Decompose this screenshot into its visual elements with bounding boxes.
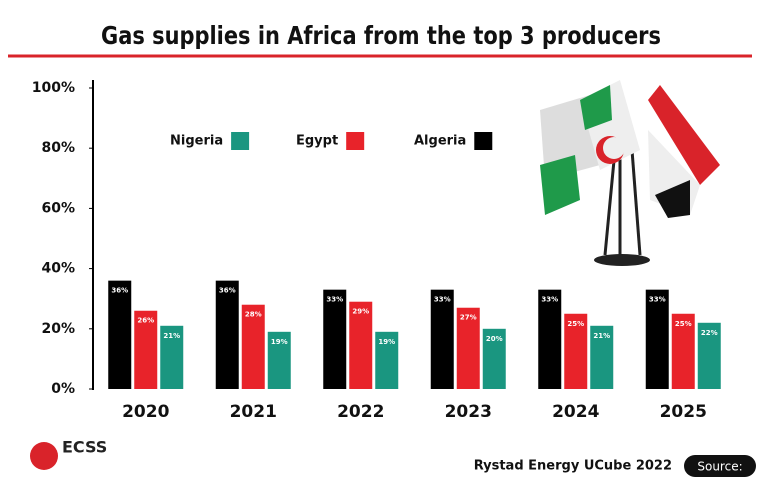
value-label: 20% bbox=[486, 335, 503, 343]
bar bbox=[160, 325, 184, 389]
logo: ECSS bbox=[30, 438, 107, 470]
bar bbox=[323, 289, 347, 389]
bar bbox=[482, 328, 506, 389]
value-label: 29% bbox=[352, 308, 369, 316]
bar bbox=[349, 301, 373, 389]
legend-swatch bbox=[346, 132, 365, 150]
value-label: 25% bbox=[675, 320, 692, 328]
legend-label: Nigeria bbox=[170, 134, 223, 149]
bar bbox=[456, 307, 480, 389]
flags bbox=[540, 80, 720, 266]
x-tick-label: 2020 bbox=[122, 402, 169, 422]
bar bbox=[215, 280, 239, 389]
value-label: 21% bbox=[593, 332, 610, 340]
y-tick-label: 0% bbox=[51, 381, 75, 397]
y-tick-label: 20% bbox=[41, 321, 75, 337]
bar bbox=[241, 304, 265, 389]
bar bbox=[108, 280, 132, 389]
y-tick-label: 40% bbox=[41, 261, 75, 277]
value-label: 26% bbox=[137, 317, 154, 325]
y-tick-label: 100% bbox=[32, 80, 75, 96]
value-label: 27% bbox=[460, 314, 477, 322]
value-label: 33% bbox=[649, 296, 666, 304]
logo-text: ECSS bbox=[62, 438, 107, 457]
x-tick-label: 2022 bbox=[337, 402, 384, 422]
value-label: 33% bbox=[541, 296, 558, 304]
bar bbox=[645, 289, 669, 389]
bar bbox=[671, 313, 695, 389]
value-label: 36% bbox=[219, 287, 236, 295]
value-label: 19% bbox=[378, 338, 395, 346]
bar bbox=[538, 289, 562, 389]
source-badge bbox=[684, 455, 756, 477]
bar bbox=[134, 310, 158, 389]
chart-title: Gas supplies in Africa from the top 3 pr… bbox=[101, 21, 661, 50]
value-label: 25% bbox=[567, 320, 584, 328]
value-label: 19% bbox=[271, 338, 288, 346]
x-tick-label: 2021 bbox=[230, 402, 277, 422]
y-tick-label: 60% bbox=[41, 200, 75, 216]
value-label: 36% bbox=[111, 287, 128, 295]
value-label: 33% bbox=[434, 296, 451, 304]
value-label: 21% bbox=[163, 332, 180, 340]
value-label: 28% bbox=[245, 311, 262, 319]
x-tick-label: 2023 bbox=[445, 402, 492, 422]
x-tick-label: 2024 bbox=[552, 402, 599, 422]
legend-label: Egypt bbox=[296, 134, 338, 149]
bar bbox=[375, 331, 399, 389]
bar bbox=[590, 325, 614, 389]
source-label: Source: bbox=[697, 460, 742, 474]
legend-swatch bbox=[231, 132, 250, 150]
bar bbox=[564, 313, 588, 389]
bar bbox=[430, 289, 454, 389]
legend-swatch bbox=[474, 132, 493, 150]
source-text: Rystad Energy UCube 2022 bbox=[474, 459, 672, 474]
x-tick-label: 2025 bbox=[660, 402, 707, 422]
y-tick-label: 80% bbox=[41, 140, 75, 156]
bar bbox=[697, 322, 721, 389]
bar bbox=[267, 331, 291, 389]
value-label: 22% bbox=[701, 329, 718, 337]
value-label: 33% bbox=[326, 296, 343, 304]
legend-label: Algeria bbox=[414, 134, 466, 149]
